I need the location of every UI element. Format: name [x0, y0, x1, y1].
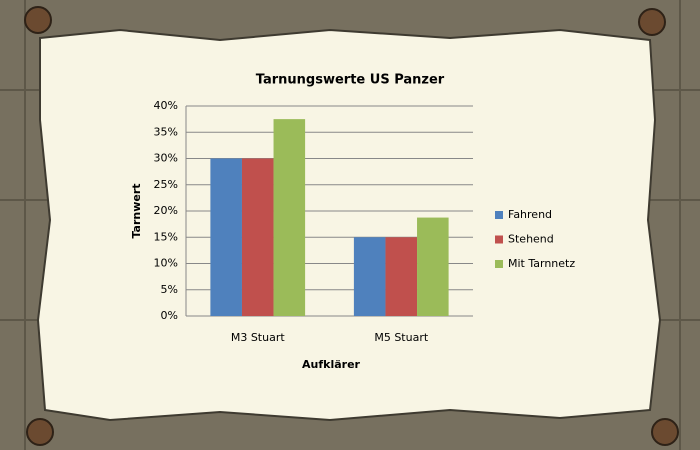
bar — [241, 158, 274, 316]
legend-label: Mit Tarnnetz — [508, 257, 575, 270]
bar — [353, 237, 386, 316]
y-tick-label: 5% — [161, 283, 178, 296]
legend-swatch — [495, 211, 503, 219]
y-tick-label: 40% — [154, 99, 178, 112]
parchment — [36, 28, 662, 422]
y-axis-label: Tarnwert — [130, 183, 143, 238]
y-tick-label: 15% — [154, 230, 178, 243]
y-tick-label: 35% — [154, 125, 178, 138]
x-axis-label: Aufklärer — [302, 358, 361, 371]
bar — [273, 119, 306, 316]
y-tick-label: 25% — [154, 178, 178, 191]
legend-label: Fahrend — [508, 208, 552, 221]
bar — [210, 158, 242, 316]
legend-label: Stehend — [508, 233, 554, 246]
y-tick-label: 30% — [154, 152, 178, 165]
chart-title: Tarnungswerte US Panzer — [256, 73, 445, 88]
legend-swatch — [495, 235, 503, 244]
corner-bolts — [24, 6, 679, 446]
x-tick-label: M5 Stuart — [374, 331, 429, 344]
y-tick-label: 20% — [154, 204, 178, 217]
bar — [385, 237, 418, 316]
y-tick-label: 10% — [154, 257, 178, 270]
bar — [417, 217, 449, 316]
legend-swatch — [495, 260, 503, 268]
x-tick-label: M3 Stuart — [231, 331, 286, 344]
y-tick-label: 0% — [161, 309, 178, 322]
